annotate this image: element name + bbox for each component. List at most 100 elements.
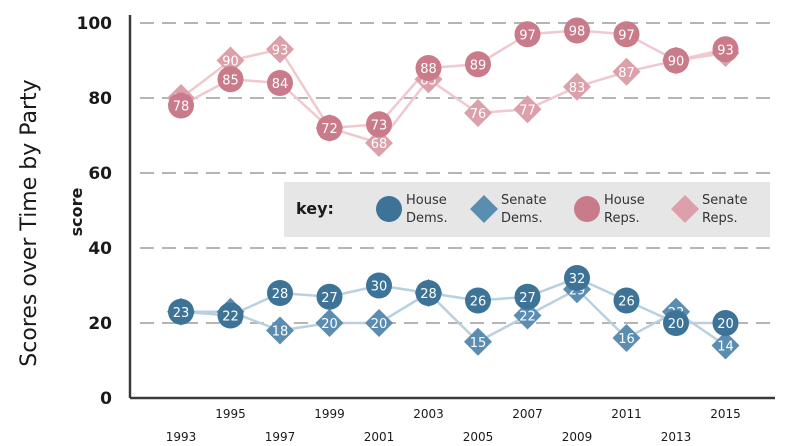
data-point: 93 — [266, 35, 294, 64]
y-tick-label: 100 — [77, 14, 113, 34]
data-label: 26 — [470, 295, 487, 310]
data-point: 18 — [266, 316, 294, 345]
data-label: 78 — [173, 100, 190, 115]
data-point: 83 — [563, 72, 591, 101]
data-point: 30 — [366, 272, 392, 299]
point-marker — [415, 55, 442, 81]
x-tick-label: 2011 — [611, 407, 642, 421]
data-label: 88 — [420, 62, 437, 77]
data-label: 22 — [519, 310, 536, 325]
data-point: 20 — [365, 309, 393, 337]
point-marker — [216, 46, 245, 75]
data-point: 98 — [564, 17, 590, 44]
point-marker — [266, 316, 294, 345]
point-marker — [366, 111, 392, 138]
point-marker — [613, 21, 640, 48]
data-point: 27 — [514, 283, 541, 310]
legend-label: Senate — [702, 193, 748, 208]
point-marker — [217, 302, 244, 329]
legend-label: Senate — [501, 193, 547, 208]
point-marker — [465, 51, 491, 78]
data-label: 32 — [569, 272, 586, 287]
data-label: 14 — [717, 340, 734, 355]
data-point: 93 — [712, 36, 739, 63]
data-label: 23 — [173, 306, 190, 321]
legend-title: key: — [296, 199, 334, 218]
data-point: 90 — [663, 47, 689, 74]
point-marker — [366, 272, 392, 299]
point-marker — [217, 66, 244, 93]
data-point: 14 — [711, 331, 740, 360]
data-point: 26 — [465, 287, 491, 314]
data-label: 20 — [371, 317, 388, 332]
data-point: 20 — [315, 309, 344, 337]
data-label: 97 — [519, 28, 536, 43]
data-label: 68 — [371, 137, 388, 152]
x-tick-label: 2009 — [562, 430, 593, 444]
data-label: 22 — [222, 310, 239, 325]
legend-entry: Senate Dems. — [470, 193, 547, 226]
data-point: 27 — [316, 283, 343, 310]
y-tick-label: 60 — [88, 164, 112, 184]
data-point: 15 — [464, 327, 492, 356]
point-marker — [564, 17, 590, 44]
data-point: 72 — [316, 115, 343, 141]
point-marker — [464, 99, 492, 127]
data-label: 27 — [519, 291, 536, 306]
data-point: 78 — [168, 92, 194, 119]
data-label: 20 — [668, 317, 685, 332]
data-label: 93 — [717, 43, 734, 58]
y-tick-label: 20 — [88, 314, 112, 334]
legend-label: Reps. — [604, 211, 640, 226]
x-tick-label: 2007 — [512, 407, 543, 421]
series-line-2 — [180, 29, 726, 130]
data-label: 30 — [371, 280, 388, 295]
data-point: 84 — [267, 70, 293, 96]
data-point: 20 — [712, 310, 739, 336]
legend-swatch — [376, 196, 402, 222]
data-point: 23 — [168, 298, 194, 325]
x-tick-label: 2001 — [364, 430, 395, 444]
point-marker — [563, 72, 591, 101]
data-label: 72 — [321, 122, 338, 137]
data-point: 28 — [267, 280, 293, 306]
point-marker — [267, 70, 293, 96]
legend-label: Reps. — [702, 211, 738, 226]
data-label: 90 — [668, 55, 685, 70]
y-axis-label: score — [67, 187, 86, 236]
data-point: 73 — [366, 111, 392, 138]
data-point: 68 — [365, 129, 393, 157]
data-point: 28 — [415, 280, 442, 306]
data-label: 84 — [272, 77, 289, 92]
data-label: 97 — [618, 28, 635, 43]
data-label: 18 — [272, 325, 289, 340]
data-label: 87 — [618, 66, 635, 81]
point-marker — [316, 283, 343, 310]
x-tick-label: 2003 — [413, 407, 444, 421]
y-tick-label: 0 — [100, 389, 112, 409]
data-label: 28 — [420, 287, 437, 302]
data-label: 20 — [717, 317, 734, 332]
data-point: 97 — [613, 21, 640, 48]
point-marker — [612, 57, 641, 86]
x-tick-label: 1997 — [265, 430, 296, 444]
legend-label: Dems. — [501, 211, 543, 226]
point-marker — [365, 309, 393, 337]
point-marker — [266, 35, 294, 64]
point-marker — [663, 310, 689, 336]
point-marker — [514, 283, 541, 310]
data-point: 22 — [217, 302, 244, 329]
point-marker — [365, 129, 393, 157]
data-label: 28 — [272, 287, 289, 302]
x-tick-label: 1999 — [314, 407, 345, 421]
legend-swatch — [574, 196, 600, 222]
x-tick-label: 2015 — [710, 407, 741, 421]
data-point: 90 — [216, 46, 245, 75]
series-line-3 — [180, 47, 726, 145]
data-label: 27 — [321, 291, 338, 306]
x-tick-label: 1993 — [166, 430, 197, 444]
data-point: 87 — [612, 57, 641, 86]
legend-label: House — [406, 193, 447, 208]
data-point: 16 — [612, 324, 641, 352]
